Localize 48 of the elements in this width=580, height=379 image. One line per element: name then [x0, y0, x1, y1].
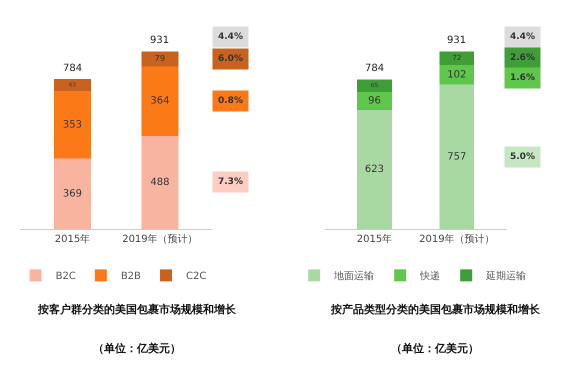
data-label: 353 — [62, 119, 82, 130]
bar — [54, 91, 91, 159]
text: 2.6% — [510, 53, 535, 63]
text: （单位：亿美元） — [391, 342, 479, 355]
legend-label: B2B — [120, 271, 142, 282]
legend-label: B2C — [56, 271, 76, 282]
legend-label: C2C — [186, 271, 206, 282]
bar — [54, 158, 91, 229]
text: 4.4% — [510, 32, 535, 42]
bar — [357, 92, 392, 110]
bar — [142, 136, 178, 229]
text: 5.0% — [510, 152, 535, 162]
bar — [142, 66, 178, 136]
x-tick-label: 2019年（预计） — [122, 233, 198, 245]
bar — [440, 51, 474, 66]
bar — [440, 84, 474, 229]
text: 按产品类型分类的美国包裹市场规模和增长 — [330, 303, 541, 316]
text: 1.6% — [510, 73, 535, 83]
text: 6.0% — [218, 54, 243, 64]
data-label: 623 — [364, 164, 384, 176]
text: 按客户群分类的美国包裹市场规模和增长 — [37, 303, 237, 316]
data-label: 102 — [447, 69, 466, 80]
total-label: 784 — [365, 63, 384, 74]
data-label: 488 — [150, 176, 170, 188]
bar — [357, 79, 392, 92]
legend-label: 延期运输 — [485, 270, 526, 282]
data-label: 96 — [368, 95, 381, 106]
x-tick-label: 2019年（预计） — [419, 233, 495, 245]
total-label: 784 — [63, 63, 82, 74]
data-label: 369 — [62, 188, 82, 200]
x-tick-label: 2015年 — [54, 233, 90, 245]
text: 7.3% — [218, 177, 243, 187]
text: 4.4% — [218, 32, 243, 42]
text: （单位：亿美元） — [93, 342, 181, 355]
bar — [440, 65, 474, 85]
data-label: 364 — [150, 96, 170, 107]
total-label: 931 — [447, 35, 466, 46]
text: 0.8% — [218, 96, 243, 106]
total-label: 931 — [150, 35, 170, 46]
bar — [54, 79, 91, 92]
data-label: 79 — [154, 52, 166, 63]
bar — [357, 110, 392, 229]
data-label: 72 — [452, 52, 462, 62]
legend-label: 地面运输 — [333, 270, 374, 282]
x-tick-label: 2015年 — [356, 233, 392, 245]
legend-label: 快递 — [419, 270, 440, 282]
data-label: 757 — [447, 151, 466, 162]
bar — [142, 51, 178, 66]
